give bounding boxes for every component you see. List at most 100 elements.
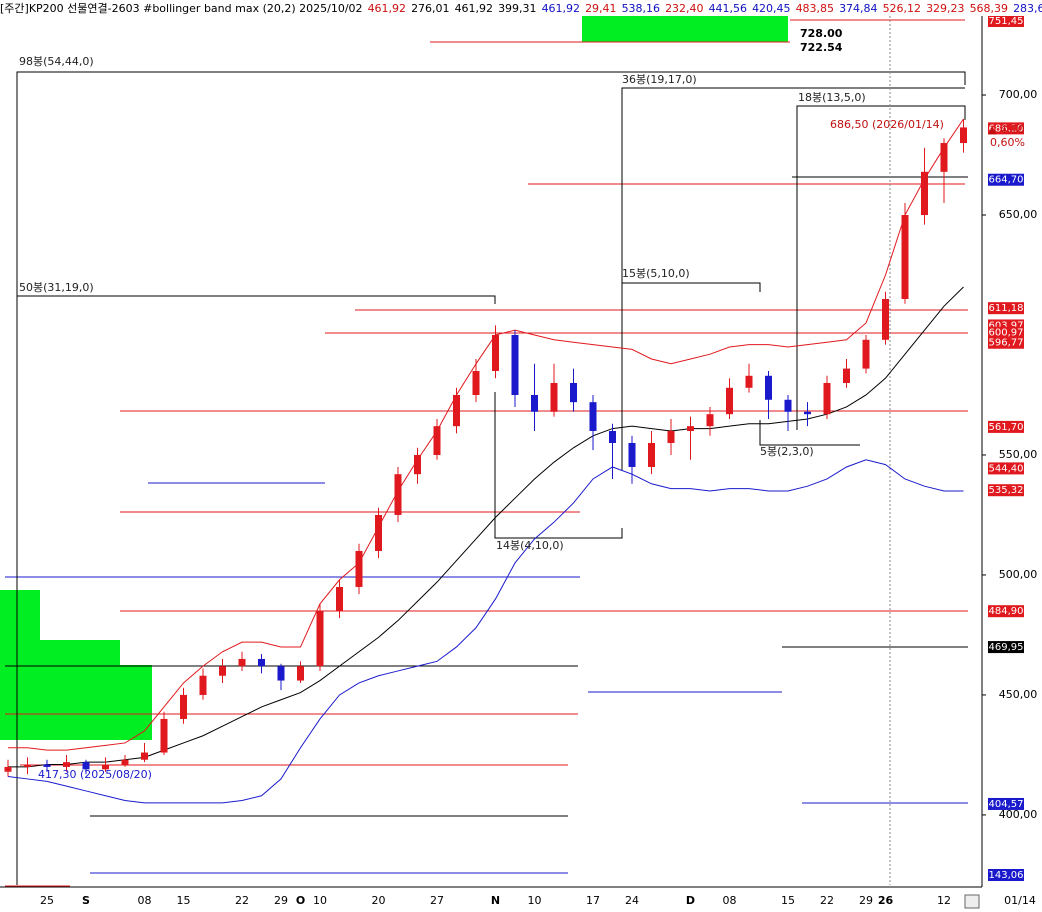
annotation: 50봉(31,19,0) bbox=[19, 281, 94, 294]
price-tag-label: 469,95 bbox=[989, 642, 1024, 653]
candle-body bbox=[102, 764, 109, 770]
candle-body bbox=[160, 718, 168, 753]
x-tick-label: 17 bbox=[586, 894, 600, 907]
price-tag-label: 751,45 bbox=[989, 16, 1024, 27]
candle-body bbox=[570, 382, 577, 403]
x-last-date: 01/14 bbox=[1004, 894, 1036, 907]
candle-body bbox=[375, 514, 382, 551]
candle-body bbox=[940, 143, 948, 172]
x-tick-label: 25 bbox=[40, 894, 54, 907]
annotation: 728.00 bbox=[800, 27, 843, 40]
candle-body bbox=[336, 586, 343, 611]
x-tick-label: S bbox=[82, 894, 90, 907]
annotation: 14봉(4,10,0) bbox=[496, 539, 564, 552]
annotation: 18봉(13,5,0) bbox=[798, 91, 866, 104]
y-tick-label: 500,00 bbox=[999, 568, 1038, 581]
candle-body bbox=[765, 375, 772, 400]
price-tag bbox=[988, 605, 1024, 618]
candle-body bbox=[628, 442, 636, 467]
annotation: 417,30 (2025/08/20) bbox=[38, 768, 152, 781]
title-part: 399,31 bbox=[498, 2, 537, 15]
title-part: 461,92 bbox=[367, 2, 407, 15]
candle-body bbox=[180, 694, 187, 719]
x-tick-label: 26 bbox=[878, 894, 894, 907]
x-tick-label: 22 bbox=[235, 894, 249, 907]
candle-body bbox=[355, 550, 363, 587]
candle-body bbox=[589, 402, 597, 431]
x-tick-label: 22 bbox=[820, 894, 834, 907]
price-tag bbox=[988, 173, 1024, 186]
price-tag bbox=[988, 641, 1024, 654]
price-tag bbox=[988, 420, 1024, 433]
title-part: 276,01 bbox=[411, 2, 450, 15]
y-tick-label: 550,00 bbox=[999, 448, 1038, 461]
candle-body bbox=[745, 375, 753, 388]
title-part: 420,45 bbox=[752, 2, 791, 15]
title-part: 232,40 bbox=[665, 2, 704, 15]
candle-body bbox=[394, 474, 402, 515]
candle-body bbox=[4, 766, 12, 772]
x-tick-label: 27 bbox=[430, 894, 444, 907]
price-tag-label: 600,97 bbox=[989, 328, 1024, 339]
title-part: 374,84 bbox=[839, 2, 878, 15]
candle-body bbox=[667, 430, 675, 443]
x-tick-label: 29 bbox=[859, 894, 873, 907]
candle-body bbox=[297, 666, 304, 681]
candle-body bbox=[862, 339, 870, 369]
price-tag-label: 535,32 bbox=[989, 485, 1024, 496]
price-tag-label: 611,18 bbox=[989, 303, 1024, 314]
candle-body bbox=[238, 658, 246, 667]
price-tag-label: 603,97 bbox=[989, 320, 1024, 331]
candle-body bbox=[609, 430, 616, 443]
x-tick-label: 24 bbox=[625, 894, 639, 907]
volume-zone bbox=[0, 590, 152, 740]
price-tag bbox=[988, 302, 1024, 315]
title-part: 538,16 bbox=[621, 2, 661, 15]
candle-body bbox=[316, 610, 324, 667]
candle-body bbox=[648, 442, 655, 467]
x-tick-label: 12 bbox=[937, 894, 951, 907]
level-lines bbox=[5, 19, 968, 887]
x-tick-label: N bbox=[491, 894, 500, 907]
candle-body bbox=[414, 454, 421, 475]
x-tick-label: 10 bbox=[528, 894, 542, 907]
candle-body bbox=[531, 394, 538, 412]
x-tick-label: O bbox=[296, 894, 305, 907]
candle-body bbox=[960, 127, 967, 144]
price-tag-label: 404,57 bbox=[989, 799, 1024, 810]
x-tick-label: 20 bbox=[372, 894, 386, 907]
price-tag-label: 143,06 bbox=[989, 870, 1024, 881]
title-part: 329,23 bbox=[926, 2, 965, 15]
title-part: 483,85 bbox=[795, 2, 835, 15]
candle-body bbox=[921, 171, 928, 216]
candle-body bbox=[901, 215, 909, 299]
title-bar: [주간]KP200 선물연결-2603 #bollinger band max … bbox=[0, 0, 1042, 16]
y-tick-label: 450,00 bbox=[999, 688, 1038, 701]
candle-body bbox=[472, 370, 480, 395]
title-part: 441,56 bbox=[708, 2, 748, 15]
candle-body bbox=[24, 764, 31, 767]
candle-body bbox=[277, 666, 285, 681]
candle-body bbox=[706, 414, 714, 427]
annotation: 0,60% bbox=[990, 136, 1025, 149]
price-tag-label: 686,10 bbox=[989, 123, 1024, 134]
candle-body bbox=[843, 368, 850, 383]
price-tag-label: 561,70 bbox=[989, 422, 1024, 433]
price-tag bbox=[988, 326, 1024, 339]
x-tick-label: 15 bbox=[781, 894, 795, 907]
y-tick-label: 700,00 bbox=[999, 88, 1038, 101]
x-tick-label: 29 bbox=[274, 894, 288, 907]
band-line bbox=[8, 118, 964, 751]
candle-body bbox=[511, 334, 519, 395]
y-tick-label: 650,00 bbox=[999, 208, 1038, 221]
tool-icon[interactable] bbox=[964, 894, 980, 909]
candle-body bbox=[492, 334, 499, 371]
x-tick-label: 08 bbox=[138, 894, 152, 907]
x-tick-label: 15 bbox=[177, 894, 191, 907]
candle-body bbox=[726, 387, 733, 415]
candle-body bbox=[550, 382, 558, 412]
price-tag bbox=[988, 869, 1024, 881]
candle-body bbox=[433, 426, 441, 455]
